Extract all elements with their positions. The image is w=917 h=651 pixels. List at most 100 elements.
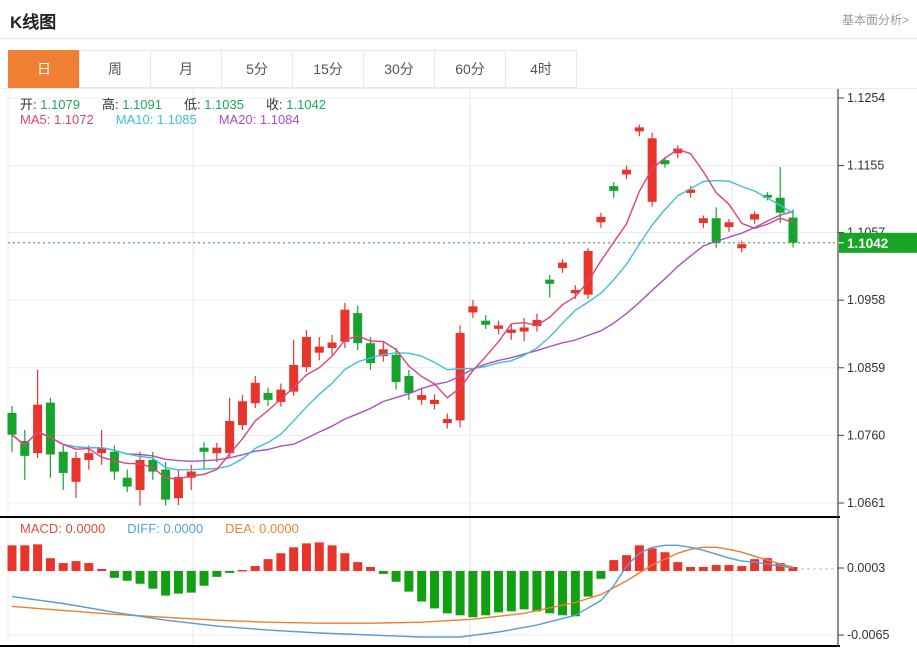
candle-body bbox=[583, 250, 593, 295]
macd-bar bbox=[673, 562, 683, 571]
candle-body bbox=[7, 412, 17, 435]
candle-body bbox=[596, 216, 606, 223]
candle-body bbox=[404, 375, 414, 394]
macd-bar bbox=[378, 570, 388, 574]
candle-body bbox=[263, 393, 273, 400]
diff-line bbox=[11, 544, 794, 638]
macd-bar bbox=[20, 545, 30, 571]
candle-body bbox=[711, 218, 721, 243]
panel-separator bbox=[0, 516, 840, 518]
candle-body bbox=[570, 289, 580, 294]
ohlc-item: 低: 1.1035 bbox=[184, 97, 244, 112]
candle-body bbox=[468, 306, 478, 313]
candle-body bbox=[506, 329, 516, 333]
y-axis-label: 1.0958 bbox=[847, 293, 885, 307]
candle-body bbox=[417, 395, 427, 400]
tab-30分[interactable]: 30分 bbox=[363, 50, 435, 88]
tabbar-divider bbox=[0, 88, 917, 89]
candle-body bbox=[33, 404, 43, 454]
macd-bar bbox=[558, 570, 568, 616]
candle-body bbox=[622, 169, 632, 175]
tab-月[interactable]: 月 bbox=[150, 50, 222, 88]
macd-bar bbox=[609, 560, 619, 571]
y-axis-label: 1.0859 bbox=[847, 361, 885, 375]
y-axis-label: 1.1254 bbox=[847, 91, 885, 105]
candle-body bbox=[199, 447, 209, 452]
candle-body bbox=[558, 262, 568, 269]
macd-bar bbox=[455, 570, 465, 616]
macd-bar bbox=[711, 565, 721, 571]
dea-line bbox=[11, 546, 794, 624]
macd-bar bbox=[340, 553, 350, 571]
macd-bar bbox=[596, 570, 606, 579]
macd-bar bbox=[263, 559, 273, 571]
tab-周[interactable]: 周 bbox=[79, 50, 151, 88]
candle-body bbox=[673, 148, 683, 154]
macd-bar bbox=[634, 545, 644, 571]
candle-body bbox=[289, 365, 299, 392]
macd-bar bbox=[45, 558, 55, 571]
candle-body bbox=[340, 309, 350, 342]
macd-bar bbox=[148, 570, 158, 589]
ma-overlay: MA5: 1.1072 MA10: 1.1085 MA20: 1.1084 bbox=[20, 112, 322, 127]
candle-body bbox=[173, 477, 183, 499]
macd-axis-label: 0.0003 bbox=[847, 561, 885, 575]
tab-60分[interactable]: 60分 bbox=[434, 50, 506, 88]
candle-body bbox=[724, 222, 734, 228]
macd-bar bbox=[417, 570, 427, 602]
current-price-label: 1.1042 bbox=[847, 236, 888, 251]
macd-item: DIFF: 0.0000 bbox=[127, 521, 204, 536]
candle-body bbox=[378, 349, 388, 357]
candle-body bbox=[737, 244, 747, 249]
candle-body bbox=[161, 469, 171, 500]
candle-body bbox=[186, 471, 196, 478]
macd-bar bbox=[289, 547, 299, 571]
candle-body bbox=[762, 194, 772, 198]
fundamental-analysis-link[interactable]: 基本面分析> bbox=[841, 13, 909, 27]
macd-bar bbox=[404, 570, 414, 592]
macd-bar bbox=[58, 563, 68, 571]
macd-bar bbox=[173, 570, 183, 594]
candle-body bbox=[686, 189, 696, 193]
macd-bar bbox=[135, 570, 145, 584]
candle-body bbox=[519, 327, 529, 332]
macd-bar bbox=[33, 544, 43, 571]
bottom-border bbox=[0, 645, 840, 647]
candle-body bbox=[250, 382, 260, 404]
macd-bar bbox=[212, 570, 222, 577]
y-axis-label: 1.1155 bbox=[847, 159, 884, 173]
candle-body bbox=[750, 214, 760, 220]
tab-日[interactable]: 日 bbox=[8, 50, 80, 88]
macd-bar bbox=[250, 566, 260, 571]
candle-body bbox=[122, 477, 132, 487]
candle-body bbox=[109, 451, 119, 472]
macd-bar bbox=[391, 570, 401, 582]
candle-body bbox=[301, 337, 311, 368]
ohlc-item: 开: 1.1079 bbox=[20, 97, 80, 112]
candle-body bbox=[365, 343, 375, 363]
ohlc-overlay: 开: 1.1079 高: 1.1091 低: 1.1035 收: 1.1042 bbox=[20, 94, 348, 113]
macd-bar bbox=[186, 570, 196, 593]
candle-body bbox=[327, 342, 337, 348]
tab-4时[interactable]: 4时 bbox=[505, 50, 577, 88]
candle-body bbox=[276, 389, 286, 402]
ma-item: MA20: 1.1084 bbox=[218, 112, 300, 127]
candle-body bbox=[84, 453, 94, 460]
tab-15分[interactable]: 15分 bbox=[292, 50, 364, 88]
candle-body bbox=[494, 325, 504, 329]
ma-item: MA5: 1.1072 bbox=[20, 112, 94, 127]
ma-item: MA10: 1.1085 bbox=[115, 112, 197, 127]
candle-body bbox=[788, 217, 798, 243]
macd-bar bbox=[532, 570, 542, 612]
page-title: K线图 bbox=[10, 13, 57, 32]
macd-bar bbox=[327, 545, 337, 571]
ohlc-item: 高: 1.1091 bbox=[102, 97, 162, 112]
macd-bar bbox=[698, 567, 708, 571]
tab-5分[interactable]: 5分 bbox=[221, 50, 293, 88]
ma20-line bbox=[11, 210, 794, 462]
candle-body bbox=[135, 459, 145, 491]
macd-bar bbox=[622, 555, 632, 571]
macd-overlay: MACD: 0.0000 DIFF: 0.0000 DEA: 0.0000 bbox=[20, 521, 321, 536]
